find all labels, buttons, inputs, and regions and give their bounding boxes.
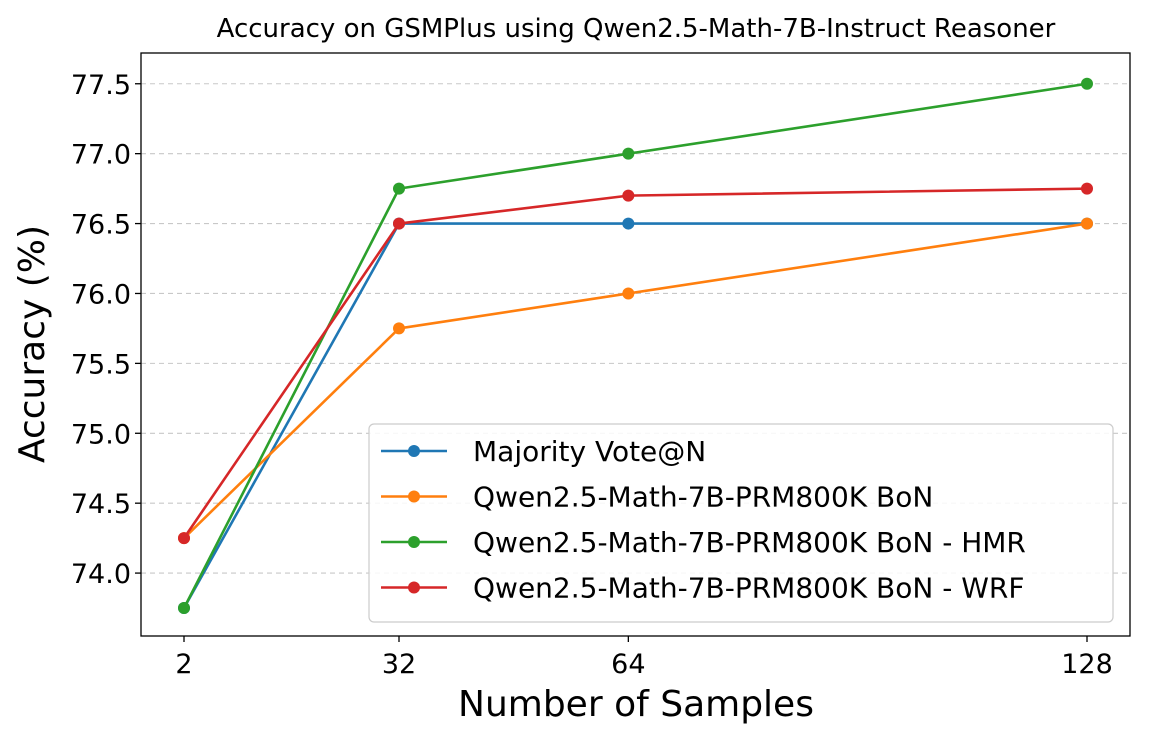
legend-marker bbox=[408, 490, 420, 503]
y-tick-label: 77.5 bbox=[71, 70, 131, 101]
x-axis-ticks: 2 32 64 128 bbox=[175, 636, 1113, 680]
series-line bbox=[182, 222, 1087, 609]
y-axis-ticks: 74.0 74.5 75.0 75.5 76.0 76.5 77.0 77.5 bbox=[71, 70, 141, 590]
data-point bbox=[393, 322, 405, 335]
y-axis-label: Accuracy (%) bbox=[12, 225, 53, 463]
series-line bbox=[182, 82, 1088, 609]
legend-item: Qwen2.5-Math-7B-PRM800K BoN bbox=[381, 481, 933, 514]
legend-marker bbox=[408, 536, 420, 548]
series-line bbox=[182, 187, 1088, 539]
series-group bbox=[178, 77, 1093, 615]
legend-box bbox=[368, 423, 1114, 623]
data-point bbox=[622, 189, 635, 202]
data-point bbox=[393, 217, 405, 230]
legend: Majority Vote@N Qwen2.5-Math-7B-PRM800K B… bbox=[368, 423, 1114, 623]
series-3 bbox=[178, 77, 1093, 615]
legend-label: Qwen2.5-Math-7B-PRM800K BoN - HMR bbox=[473, 526, 1026, 559]
series-4 bbox=[178, 182, 1093, 545]
data-point bbox=[1081, 77, 1093, 90]
legend-item: Majority Vote@N bbox=[381, 435, 706, 468]
y-tick-label: 74.5 bbox=[71, 489, 131, 520]
data-point bbox=[1081, 182, 1093, 195]
data-point bbox=[393, 182, 405, 195]
x-tick-label: 128 bbox=[1061, 649, 1113, 680]
legend-item: Qwen2.5-Math-7B-PRM800K BoN - WRF bbox=[381, 572, 1024, 605]
y-tick-label: 76.0 bbox=[71, 279, 131, 310]
legend-marker bbox=[408, 581, 420, 594]
grid-lines bbox=[141, 83, 1130, 574]
y-tick-label: 77.0 bbox=[71, 140, 131, 171]
series-line bbox=[183, 222, 1088, 540]
data-point bbox=[622, 147, 635, 160]
data-point bbox=[622, 217, 635, 230]
data-point bbox=[178, 532, 190, 545]
y-tick-label: 75.5 bbox=[71, 349, 131, 380]
legend-label: Qwen2.5-Math-7B-PRM800K BoN - WRF bbox=[473, 572, 1024, 605]
x-tick-label: 32 bbox=[382, 649, 416, 680]
y-tick-label: 74.0 bbox=[71, 559, 131, 590]
legend-label: Qwen2.5-Math-7B-PRM800K BoN bbox=[473, 481, 933, 514]
legend-label: Majority Vote@N bbox=[473, 435, 706, 468]
plot-frame bbox=[140, 52, 1131, 637]
legend-item: Qwen2.5-Math-7B-PRM800K BoN - HMR bbox=[381, 526, 1026, 559]
y-tick-label: 75.0 bbox=[71, 419, 131, 450]
y-tick-label: 76.5 bbox=[71, 210, 131, 241]
data-point bbox=[622, 287, 635, 300]
x-tick-label: 2 bbox=[175, 649, 192, 680]
data-point bbox=[1081, 217, 1093, 230]
x-axis-label: Number of Samples bbox=[458, 684, 814, 725]
chart-title: Accuracy on GSMPlus using Qwen2.5-Math-7… bbox=[217, 14, 1056, 44]
x-tick-label: 64 bbox=[611, 649, 645, 680]
legend-marker bbox=[408, 445, 420, 457]
data-point bbox=[178, 602, 190, 615]
